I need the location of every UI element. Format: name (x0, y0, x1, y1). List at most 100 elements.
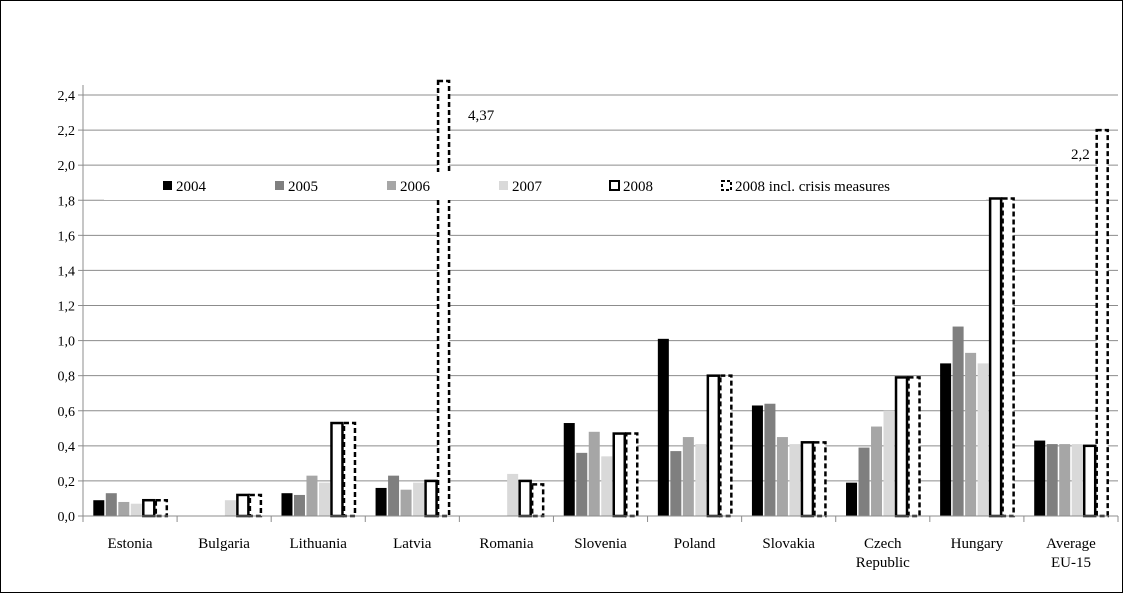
bar (318, 482, 330, 516)
bar (436, 79, 451, 518)
bar (813, 441, 827, 518)
bar (776, 437, 788, 516)
gridlines (83, 94, 1118, 482)
bar (1046, 444, 1058, 516)
bar (625, 432, 639, 518)
bar (695, 444, 707, 516)
bar (858, 447, 870, 516)
bar (612, 432, 626, 518)
bar (375, 487, 387, 516)
bar (236, 493, 250, 518)
y-tick-label: 0,4 (58, 440, 76, 455)
bar (1095, 128, 1109, 518)
bar (764, 403, 776, 516)
y-tick-label: 1,6 (58, 229, 76, 244)
legend-swatch (387, 181, 396, 190)
bar (965, 352, 977, 516)
bar (154, 498, 169, 518)
legend: 2004 2005 2006 2007 2008 2008 incl. crisis me… (104, 172, 986, 200)
y-tick-label: 1,8 (58, 194, 76, 209)
bar (1059, 444, 1071, 516)
legend-swatch (499, 181, 508, 190)
bar (846, 482, 858, 516)
bar (682, 437, 694, 516)
y-tick-label: 0,2 (58, 475, 76, 490)
legend-background (104, 172, 986, 200)
legend-label: 2006 (400, 179, 431, 195)
bar (894, 376, 909, 518)
bar (142, 498, 156, 518)
bar (588, 431, 600, 516)
bar (789, 444, 801, 516)
bar (330, 421, 344, 518)
x-category-label: Poland (674, 536, 716, 552)
y-tick-label: 2,4 (58, 89, 76, 104)
bar (507, 473, 519, 516)
legend-label: 2005 (288, 179, 318, 195)
bar (281, 493, 293, 516)
x-category-label: Hungary (951, 536, 1004, 552)
bar (576, 452, 588, 516)
bar (657, 338, 669, 516)
annotation-latvia-value: 4,37 (468, 108, 495, 124)
bars (93, 79, 1109, 518)
legend-swatch (275, 181, 284, 190)
bar (1082, 444, 1097, 518)
bar (977, 363, 989, 516)
x-category-label: Average (1046, 536, 1096, 552)
bar (1001, 197, 1015, 518)
bar (342, 421, 357, 518)
bar (670, 451, 682, 516)
bar (907, 376, 921, 518)
bar (248, 493, 263, 518)
bar (93, 500, 105, 516)
bar (400, 489, 412, 516)
x-category-label: Slovenia (574, 536, 627, 552)
x-category-label: Slovakia (762, 536, 815, 552)
x-category-label: Republic (856, 555, 910, 571)
annotation-eu15-value: 2,2 (1071, 147, 1090, 163)
y-tick-label: 1,0 (58, 335, 76, 350)
bar (130, 503, 142, 516)
bar (413, 482, 425, 516)
x-category-label: Czech (864, 536, 902, 552)
y-tick-label: 0,6 (58, 405, 76, 420)
x-axis: Estonia Bulgaria Lithuania Latvia Romania Slo… (82, 515, 1119, 571)
x-category-label: Bulgaria (198, 536, 250, 552)
bar (719, 374, 733, 518)
legend-label: 2008 (623, 179, 653, 195)
y-tick-label: 0,8 (58, 370, 76, 385)
bar (800, 441, 815, 518)
x-category-label: Lithuania (289, 536, 347, 552)
y-axis: 0,0 0,2 0,4 0,6 0,8 1,0 1,2 1,4 1,6 1,8 2,0 2,2 2,4 (58, 85, 84, 525)
x-category-label: Estonia (108, 536, 153, 552)
x-category-label: EU-15 (1051, 555, 1091, 571)
bar (1071, 444, 1083, 516)
bar (424, 479, 438, 518)
bar (871, 426, 883, 516)
bar (883, 410, 895, 516)
bar (1034, 440, 1046, 516)
bar (601, 456, 613, 516)
bar (105, 493, 117, 516)
bar (952, 326, 964, 516)
bar (530, 483, 545, 518)
bar (988, 197, 1003, 518)
legend-label: 2004 (176, 179, 207, 195)
bar (563, 423, 575, 516)
bar (306, 475, 318, 516)
bar (388, 475, 400, 516)
x-category-label: Romania (479, 536, 533, 552)
legend-label: 2007 (512, 179, 543, 195)
y-tick-label: 1,2 (58, 300, 76, 315)
legend-swatch (609, 180, 620, 191)
legend-label: 2008 incl. crisis measures (735, 179, 890, 195)
bar (706, 374, 721, 518)
legend-swatch (163, 181, 172, 190)
y-tick-label: 2,2 (58, 124, 76, 139)
x-category-label: Latvia (393, 536, 432, 552)
bar (224, 500, 236, 516)
y-tick-label: 0,0 (58, 510, 76, 525)
